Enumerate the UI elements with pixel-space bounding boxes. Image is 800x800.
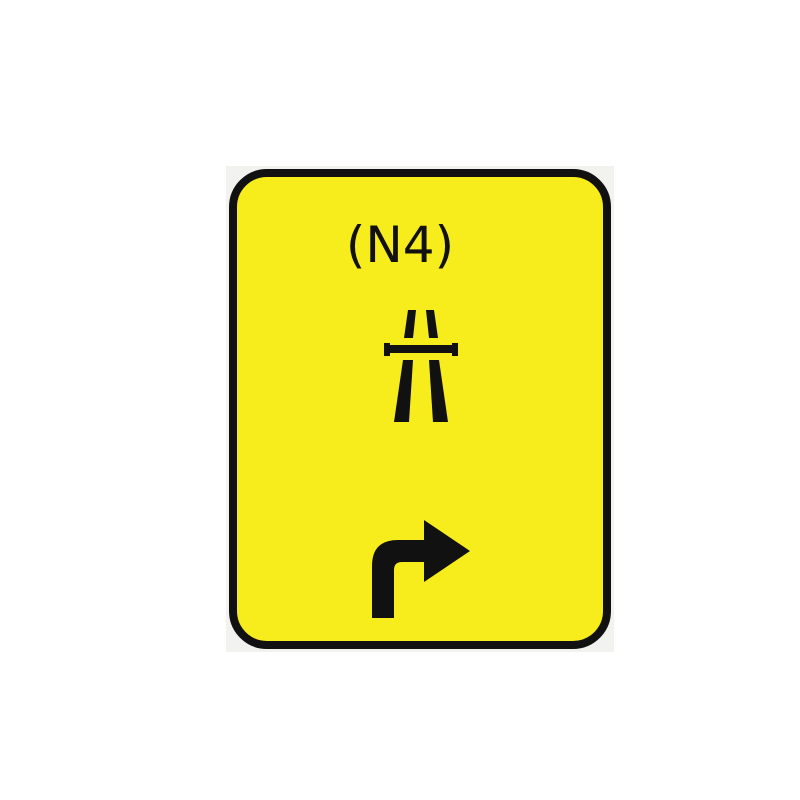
- route-number: (N4): [345, 216, 455, 274]
- road-sign: [229, 169, 611, 649]
- turn-right-arrow-icon: [372, 520, 470, 618]
- motorway-icon: [384, 310, 458, 422]
